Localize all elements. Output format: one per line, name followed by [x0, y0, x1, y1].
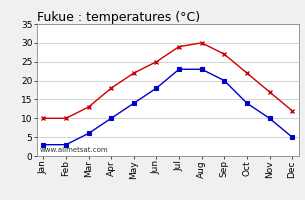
- Text: Fukue : temperatures (°C): Fukue : temperatures (°C): [37, 11, 200, 24]
- Text: www.allmetsat.com: www.allmetsat.com: [39, 147, 108, 153]
